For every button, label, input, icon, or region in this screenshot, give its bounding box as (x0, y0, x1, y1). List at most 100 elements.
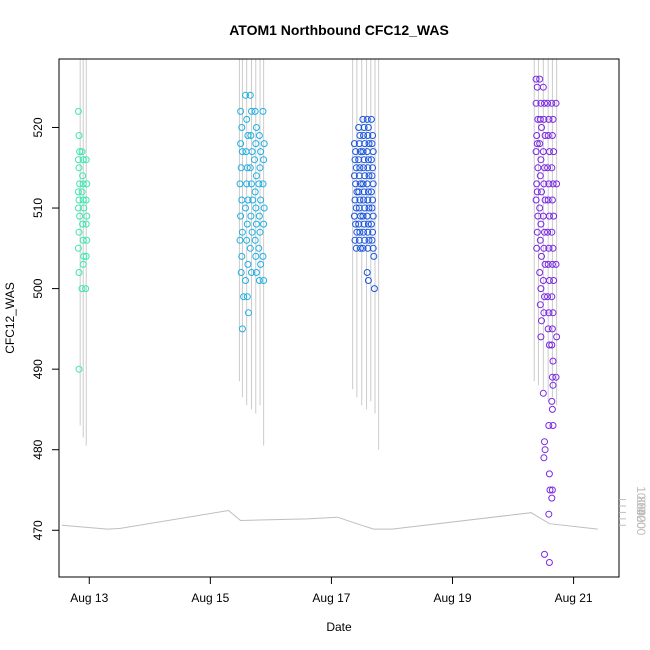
data-point (548, 405, 556, 413)
data-point (359, 148, 367, 156)
data-point (367, 156, 375, 164)
data-point (255, 244, 263, 252)
data-point (243, 236, 251, 244)
data-point (364, 124, 372, 131)
data-point (370, 252, 378, 260)
data-point (355, 172, 363, 180)
x-tick-label: Aug 17 (312, 591, 350, 605)
data-point (252, 220, 260, 228)
data-point (369, 196, 377, 204)
y-tick-label: 480 (31, 439, 45, 459)
data-point (365, 204, 373, 212)
data-point (248, 107, 255, 115)
data-point (252, 204, 260, 212)
x-tick-label: Aug 19 (433, 591, 471, 605)
y-axis-label: CFC12_WAS (3, 282, 17, 354)
data-point (243, 293, 251, 301)
data-point (533, 140, 541, 148)
data-point (255, 132, 263, 139)
data-point (244, 260, 252, 268)
data-point (82, 196, 90, 204)
data-point (533, 244, 541, 252)
data-point (538, 188, 545, 196)
data-point (257, 260, 265, 268)
data-point (364, 196, 372, 204)
data-point (549, 244, 557, 252)
data-point (541, 550, 548, 558)
data-point (539, 83, 547, 91)
data-point (357, 148, 364, 156)
data-point (237, 107, 245, 115)
data-point (545, 180, 553, 188)
data-point (74, 107, 82, 115)
data-point (367, 188, 375, 196)
data-point (259, 107, 267, 115)
data-point (363, 212, 371, 220)
data-point (255, 180, 263, 188)
data-point (369, 148, 377, 156)
data-point (357, 212, 364, 220)
data-point (361, 236, 369, 244)
data-point (540, 454, 548, 462)
data-point (365, 140, 373, 148)
data-point (550, 212, 558, 220)
y-tick-label: 500 (31, 278, 45, 298)
data-point (244, 132, 252, 139)
data-point (534, 164, 542, 172)
data-point (359, 244, 367, 252)
data-point (352, 204, 360, 212)
data-point (242, 91, 249, 99)
data-point (246, 244, 254, 252)
data-point (548, 132, 556, 139)
data-point (79, 196, 87, 204)
data-point (544, 293, 552, 301)
data-point (75, 164, 83, 172)
data-point (80, 252, 88, 260)
data-point (545, 277, 553, 284)
data-point (548, 228, 556, 236)
data-point (248, 228, 256, 236)
data-point (545, 309, 553, 317)
data-point (360, 124, 368, 131)
data-point (545, 422, 553, 429)
x-tick-label: Aug 13 (70, 591, 108, 605)
data-point (260, 277, 268, 284)
data-point (79, 220, 87, 228)
data-point (248, 180, 255, 188)
data-point (237, 269, 245, 276)
data-point (538, 124, 545, 131)
data-point (243, 115, 251, 123)
data-point (536, 172, 544, 180)
data-point (546, 486, 554, 494)
data-point (238, 228, 246, 236)
data-point (544, 196, 552, 204)
data-point (350, 140, 358, 148)
data-point (255, 212, 263, 220)
data-point (260, 156, 268, 164)
data-point (369, 228, 377, 236)
data-point (533, 188, 541, 196)
data-point (251, 156, 258, 164)
data-point (533, 83, 541, 91)
data-point (78, 188, 86, 196)
data-point (368, 236, 376, 244)
data-point (544, 132, 552, 139)
data-point (242, 204, 249, 212)
data-point (545, 244, 553, 252)
data-point (538, 317, 545, 325)
data-point (352, 148, 360, 156)
data-point (540, 244, 548, 252)
data-point (533, 180, 541, 188)
data-point (553, 180, 561, 188)
x-tick-label: Aug 15 (191, 591, 229, 605)
data-point (251, 107, 259, 115)
data-point (544, 99, 552, 107)
data-point (74, 204, 82, 212)
data-point (74, 188, 82, 196)
data-point (243, 164, 251, 172)
data-point (541, 132, 549, 139)
data-point (553, 333, 561, 341)
data-point (252, 269, 260, 276)
data-point (545, 212, 553, 220)
